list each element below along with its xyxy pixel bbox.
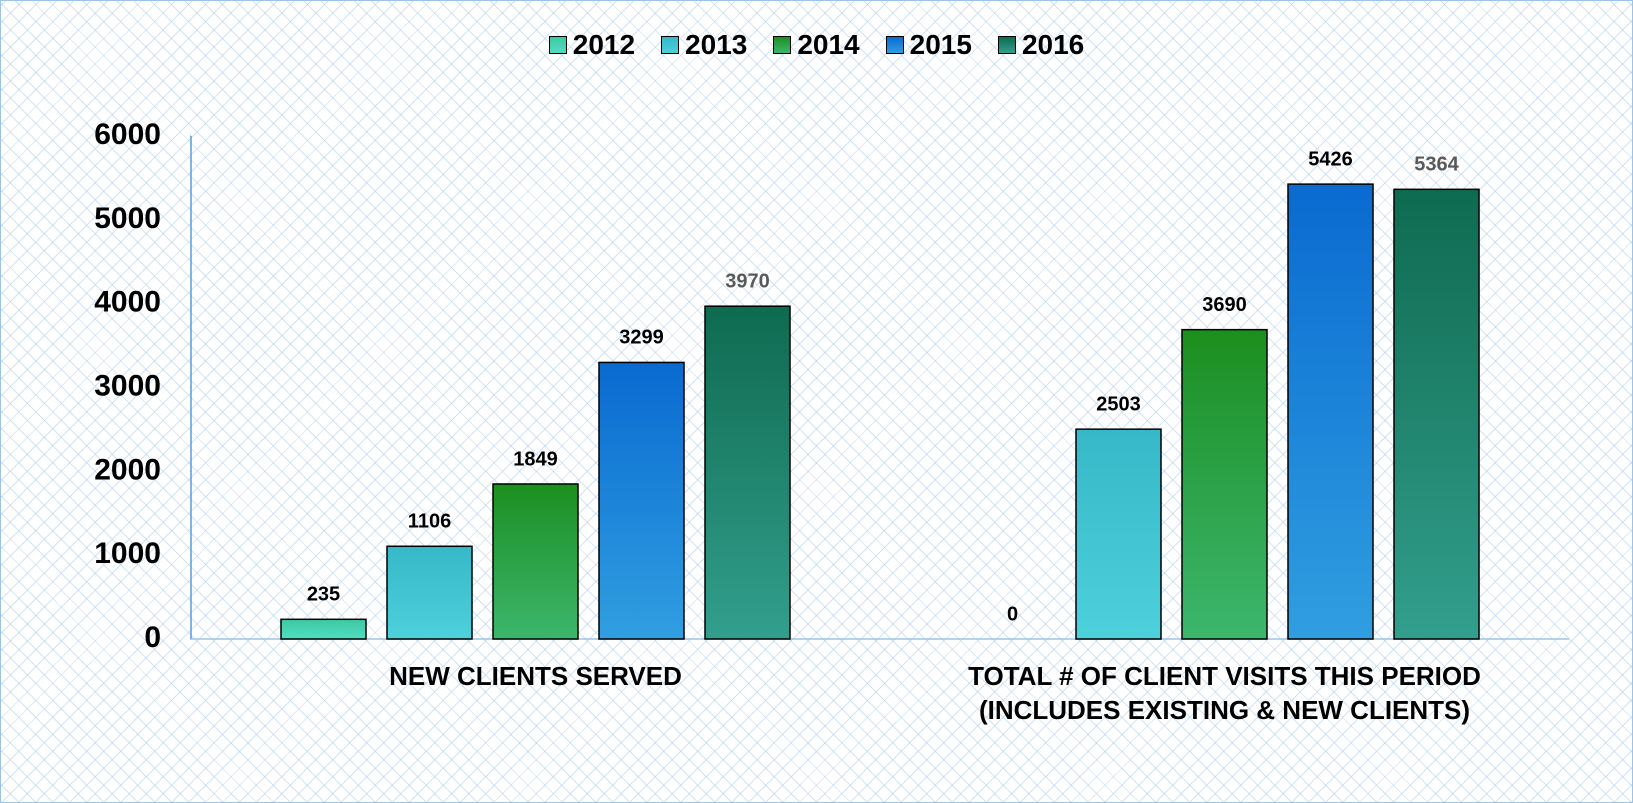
legend: 2012 2013 2014 2015 2016 xyxy=(1,29,1632,61)
legend-label: 2016 xyxy=(1021,29,1085,60)
data-label: 2503 xyxy=(1096,393,1141,415)
y-tick-label: 3000 xyxy=(94,369,161,402)
legend-item: 2014 xyxy=(773,29,860,61)
bar xyxy=(1075,428,1162,640)
legend-swatch xyxy=(997,36,1016,54)
y-tick-label: 4000 xyxy=(94,286,161,319)
y-tick-label: 6000 xyxy=(94,118,161,151)
data-label: 5364 xyxy=(1414,154,1459,176)
y-tick-label: 2000 xyxy=(94,453,161,486)
legend-swatch xyxy=(773,36,792,54)
legend-item: 2013 xyxy=(661,29,747,61)
data-label: 3690 xyxy=(1202,294,1247,316)
bar xyxy=(280,618,367,640)
bar xyxy=(704,305,791,640)
bar xyxy=(492,483,579,640)
data-label: 1849 xyxy=(513,448,558,470)
bar xyxy=(1287,183,1374,640)
legend-swatch xyxy=(885,36,904,54)
legend-swatch xyxy=(661,36,680,54)
y-tick-label: 5000 xyxy=(94,202,161,235)
legend-label: 2013 xyxy=(685,29,748,60)
data-label: 5426 xyxy=(1308,148,1353,170)
bar xyxy=(386,545,473,640)
legend-item: 2015 xyxy=(885,29,972,61)
data-label: 3970 xyxy=(725,270,770,292)
legend-item: 2016 xyxy=(997,29,1085,61)
bar xyxy=(598,361,685,640)
data-label: 0 xyxy=(1007,603,1018,625)
legend-label: 2012 xyxy=(572,29,636,60)
y-tick-label: 0 xyxy=(144,621,161,654)
x-tick-label: NEW CLIENTS SERVED xyxy=(389,661,682,691)
data-label: 235 xyxy=(307,584,340,606)
legend-swatch xyxy=(548,36,567,54)
y-tick-label: 1000 xyxy=(94,537,161,570)
data-label: 3299 xyxy=(619,327,664,349)
x-tick-label: TOTAL # OF CLIENT VISITS THIS PERIOD (IN… xyxy=(968,661,1481,725)
data-label: 1106 xyxy=(408,511,451,533)
bar xyxy=(1181,328,1268,640)
legend-item: 2012 xyxy=(548,29,636,61)
legend-label: 2015 xyxy=(909,29,972,60)
legend-label: 2014 xyxy=(797,29,860,60)
bar xyxy=(1393,188,1480,640)
